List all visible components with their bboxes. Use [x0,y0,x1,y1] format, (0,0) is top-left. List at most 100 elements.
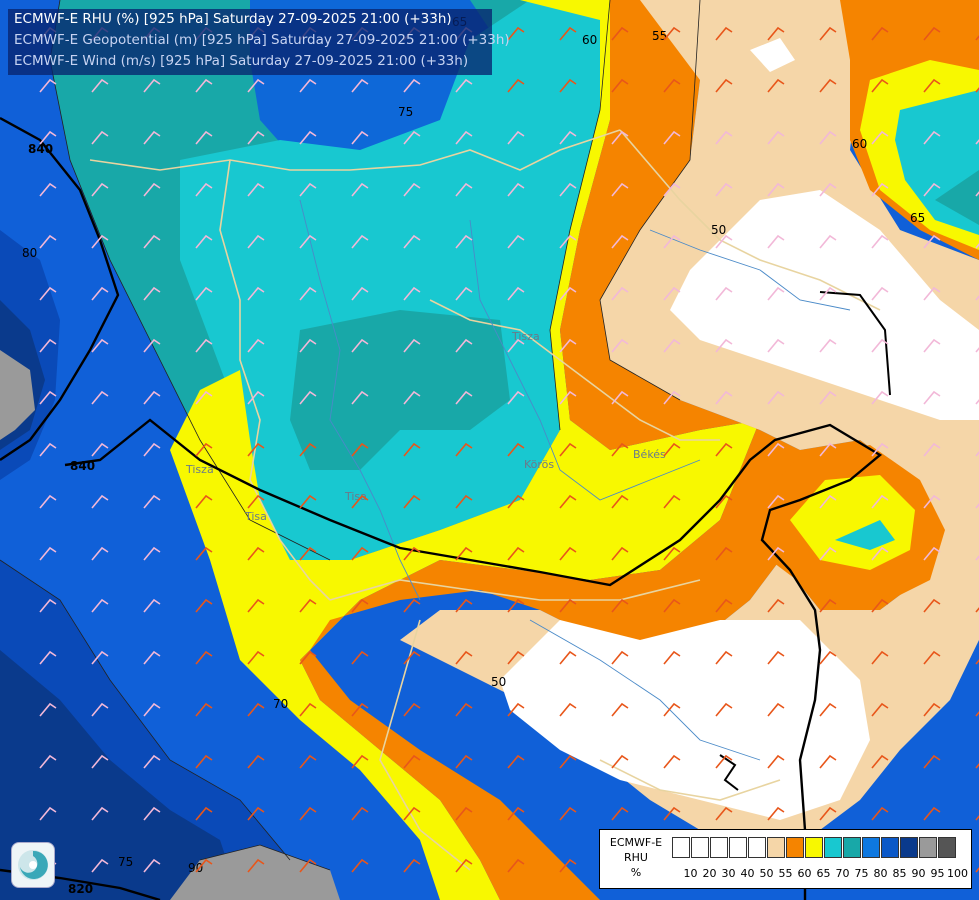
wind-barb [351,702,369,717]
wind-barb [871,598,889,613]
wind-barb [715,182,733,197]
wind-barb [39,234,57,249]
legend-unit: % [630,866,642,879]
wind-barb [299,754,317,769]
place-label-tisza-2: Tisza [511,330,540,343]
wind-barb [455,702,473,717]
wind-barb [871,702,889,717]
wind-barb [299,650,317,665]
wind-barb [91,182,109,197]
wind-barb [455,806,473,821]
wind-barb [299,130,317,145]
wind-barb [403,338,421,353]
wind-barb [871,338,889,353]
rh-contour-lines [0,0,701,871]
legend-swatches [672,837,957,858]
wind-barb [507,78,525,93]
wind-barb [195,442,213,457]
legend-tick-label: 10 [683,867,698,880]
wind-barb [715,390,733,405]
wind-barb [715,650,733,665]
wind-barb [923,390,941,405]
wind-barb [767,702,785,717]
legend-tick-label: 85 [892,867,907,880]
wind-barb [819,598,837,613]
wind-barb [299,182,317,197]
wind-barb [767,234,785,249]
swirl-icon [18,850,48,880]
wind-barb [663,650,681,665]
wind-barb [455,650,473,665]
rhu-legend: ECMWF-E RHU % 10 20 30 40 50 55 60 65 70 75 80 85 90… [599,829,972,889]
place-label-tisa: Tisa [244,510,267,523]
wind-barb [143,650,161,665]
wind-barb [923,546,941,561]
wind-barb [299,78,317,93]
wind-barb [143,338,161,353]
wind-barb [767,442,785,457]
wind-barb [351,130,369,145]
wind-barb [91,650,109,665]
wind-barb [351,390,369,405]
wind-barb [455,390,473,405]
wind-barb [403,546,421,561]
wind-barb [611,754,629,769]
wind-barb [923,442,941,457]
wind-barb [871,130,889,145]
legend-swatch [729,837,747,858]
wind-barb [247,390,265,405]
wind-barb [819,78,837,93]
wind-barb [351,286,369,301]
wind-barb [91,234,109,249]
wind-barb [767,598,785,613]
wind-barb [715,598,733,613]
rh-label-80: 80 [22,246,37,260]
rh-label-50: 50 [711,223,726,237]
map-header: ECMWF-E RHU (%) [925 hPa] Saturday 27-09… [8,9,510,75]
header-rhu-line: ECMWF-E RHU (%) [925 hPa] Saturday 27-09… [14,11,452,27]
wind-barb [507,390,525,405]
wind-barb [923,130,941,145]
wind-barb [351,442,369,457]
wind-barb [871,494,889,509]
wind-barb [715,702,733,717]
wind-barb [507,286,525,301]
wind-barb [663,130,681,145]
legend-swatch [938,837,956,858]
wind-barb [39,130,57,145]
wind-barb [403,754,421,769]
wind-barb [611,806,629,821]
place-label-tisa-2: Tisa [344,490,367,503]
wind-barb [663,338,681,353]
wind-barb [299,494,317,509]
wind-barb [351,650,369,665]
wind-barb [351,598,369,613]
wind-barb [663,78,681,93]
wind-barb [351,546,369,561]
wind-barb [559,26,577,41]
rh-zone-60 [300,0,930,900]
wind-barb [767,806,785,821]
wind-barb [611,494,629,509]
wind-barb [247,754,265,769]
rh-zone-75-ne [935,170,979,225]
wind-barb [507,494,525,509]
wind-barb [767,130,785,145]
rivers [299,199,851,761]
wind-barb [923,494,941,509]
wind-barb [715,338,733,353]
wind-barb [247,858,265,873]
wind-barb [91,806,109,821]
wind-barb [91,754,109,769]
wind-barb [507,338,525,353]
wind-barb [299,858,317,873]
wind-barb [559,130,577,145]
wind-barb [91,546,109,561]
wind-barb [195,546,213,561]
wind-barb [819,338,837,353]
wind-barb [507,234,525,249]
wind-barb [715,754,733,769]
wind-barb [39,78,57,93]
legend-tick-label: 50 [759,867,774,880]
wind-barb [559,338,577,353]
